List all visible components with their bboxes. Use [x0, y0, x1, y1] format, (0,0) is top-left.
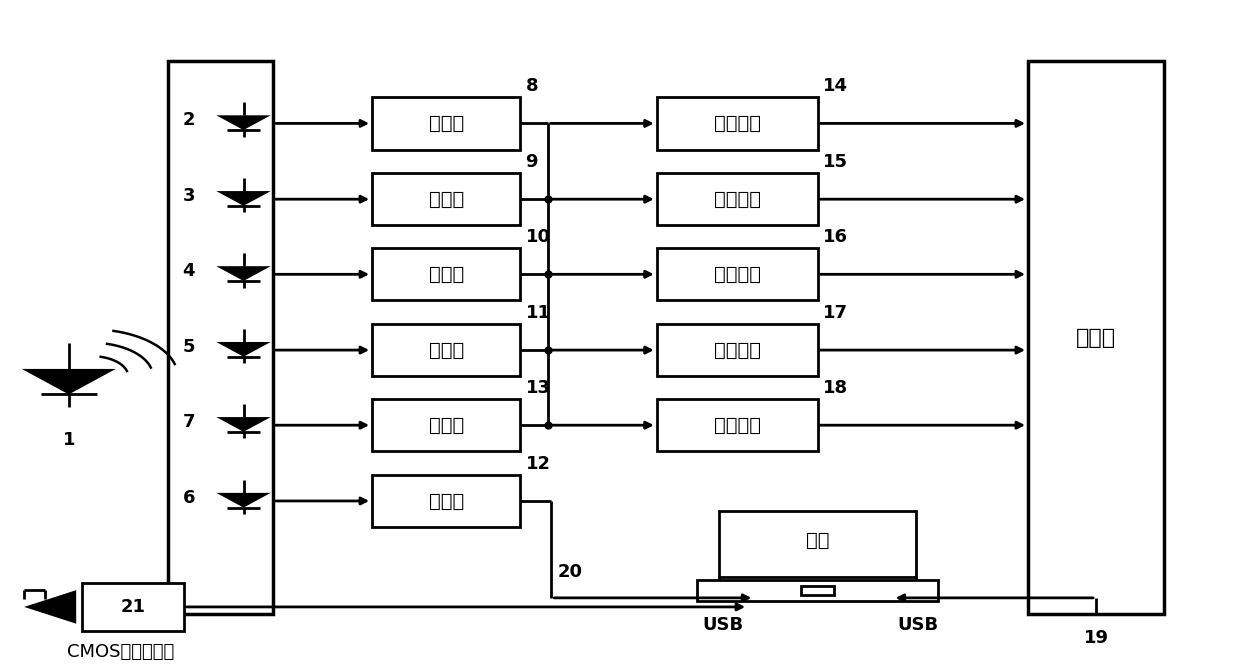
Bar — [719, 511, 917, 577]
Text: 3: 3 — [182, 187, 195, 205]
Text: 4: 4 — [182, 262, 195, 280]
Text: 1: 1 — [62, 431, 76, 449]
Text: 相位检测: 相位检测 — [714, 341, 761, 360]
Text: 14: 14 — [823, 77, 847, 95]
Polygon shape — [217, 417, 271, 432]
Text: 11: 11 — [525, 304, 550, 322]
Text: 19: 19 — [1083, 629, 1109, 647]
Bar — [372, 324, 520, 376]
Bar — [372, 248, 520, 300]
Text: 接收机: 接收机 — [429, 265, 463, 284]
Text: 9: 9 — [525, 153, 538, 171]
Text: 12: 12 — [525, 455, 550, 473]
Text: USB: USB — [897, 616, 938, 634]
Polygon shape — [217, 116, 271, 130]
Bar — [372, 97, 520, 150]
Polygon shape — [217, 191, 271, 206]
Bar — [372, 475, 520, 527]
Text: 接收机: 接收机 — [429, 114, 463, 133]
Text: 接收机: 接收机 — [429, 416, 463, 435]
Text: 8: 8 — [525, 77, 538, 95]
Bar — [657, 97, 818, 150]
Text: USB: USB — [703, 616, 743, 634]
Text: 7: 7 — [182, 413, 195, 431]
Text: 接收机: 接收机 — [429, 491, 463, 511]
Text: 单片机: 单片机 — [1075, 328, 1116, 347]
Text: 10: 10 — [525, 228, 550, 246]
Bar — [696, 580, 938, 601]
Polygon shape — [217, 266, 271, 281]
Text: 2: 2 — [182, 111, 195, 129]
Text: CMOS图像传感器: CMOS图像传感器 — [67, 643, 175, 661]
Text: 17: 17 — [823, 304, 847, 322]
Text: 13: 13 — [525, 379, 550, 397]
Polygon shape — [22, 369, 115, 394]
Bar — [657, 248, 818, 300]
Polygon shape — [25, 590, 76, 624]
Bar — [372, 173, 520, 225]
Bar — [167, 61, 273, 614]
Text: 相位检测: 相位检测 — [714, 265, 761, 284]
Bar — [1028, 61, 1165, 614]
Text: 20: 20 — [558, 563, 582, 581]
Bar — [657, 173, 818, 225]
Text: 电脑: 电脑 — [805, 531, 829, 550]
Bar — [800, 586, 834, 595]
Polygon shape — [217, 342, 271, 357]
Polygon shape — [217, 493, 271, 507]
Text: 15: 15 — [823, 153, 847, 171]
Text: 相位检测: 相位检测 — [714, 114, 761, 133]
Bar — [657, 399, 818, 452]
Text: 相位检测: 相位检测 — [714, 190, 761, 209]
Text: 16: 16 — [823, 228, 847, 246]
Text: 21: 21 — [120, 598, 146, 616]
Bar — [372, 399, 520, 452]
Text: 接收机: 接收机 — [429, 190, 463, 209]
Bar — [82, 583, 183, 631]
Text: 18: 18 — [823, 379, 847, 397]
Text: 5: 5 — [182, 338, 195, 355]
Text: 接收机: 接收机 — [429, 341, 463, 360]
Text: 相位检测: 相位检测 — [714, 416, 761, 435]
Bar — [657, 324, 818, 376]
Text: 6: 6 — [182, 489, 195, 507]
